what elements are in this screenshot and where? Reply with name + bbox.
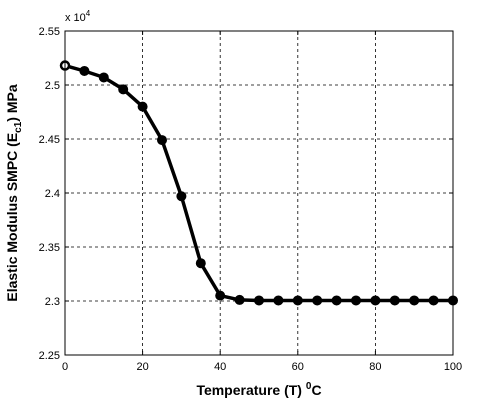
- data-point: [312, 295, 323, 306]
- data-point: [195, 258, 206, 269]
- x-tick-label: 60: [292, 361, 304, 373]
- y-axis-title-main: Elastic Modulus SMPC (E: [4, 133, 20, 302]
- data-point: [118, 84, 129, 95]
- y-tick-label: 2.5: [45, 80, 60, 92]
- y-tick-label: 2.45: [39, 134, 60, 146]
- x-axis-title-main: Temperature (T): [196, 382, 305, 398]
- x-tick-label: 40: [214, 361, 226, 373]
- y-axis-multiplier: x 104: [65, 9, 91, 24]
- y-tick-label: 2.25: [39, 350, 60, 362]
- y-tick-label: 2.3: [45, 296, 60, 308]
- data-point: [215, 290, 226, 301]
- data-point: [137, 101, 148, 112]
- data-point: [351, 295, 361, 306]
- data-point: [79, 65, 90, 76]
- y-multiplier-exponent: 4: [86, 9, 91, 18]
- x-axis-title: Temperature (T) 0C: [196, 381, 321, 398]
- data-point: [176, 191, 187, 202]
- x-tick-label: 80: [369, 361, 381, 373]
- data-point: [370, 295, 381, 306]
- x-tick-label: 100: [444, 361, 462, 373]
- y-tick-label: 2.35: [39, 242, 60, 254]
- y-multiplier-base: x 10: [65, 12, 86, 24]
- y-tick-label: 2.4: [45, 188, 60, 200]
- y-axis-title: Elastic Modulus SMPC (Ec1) MPa: [4, 84, 24, 301]
- y-axis-title-suffix: ) MPa: [4, 84, 20, 122]
- x-tick-label: 20: [136, 361, 148, 373]
- data-point: [273, 295, 284, 306]
- axis-layer: 0 20 40 60 80 100 2.25 2.3 2.35 2.4 2.45 2.5 2.55: [39, 26, 463, 373]
- x-tick-label: 0: [62, 361, 68, 373]
- data-point: [254, 295, 264, 306]
- data-point: [157, 135, 167, 146]
- data-point: [98, 72, 109, 83]
- series-layer: [59, 60, 458, 306]
- data-point: [409, 295, 420, 306]
- data-point: [234, 294, 245, 305]
- data-point: [331, 295, 342, 306]
- data-point: [428, 295, 439, 306]
- data-point: [292, 295, 303, 306]
- y-axis-title-sub: c1: [13, 121, 24, 133]
- x-axis-title-suffix: C: [311, 382, 321, 398]
- x-axis-title-super: 0: [306, 381, 312, 392]
- data-point: [389, 295, 400, 306]
- y-tick-label: 2.55: [39, 26, 60, 38]
